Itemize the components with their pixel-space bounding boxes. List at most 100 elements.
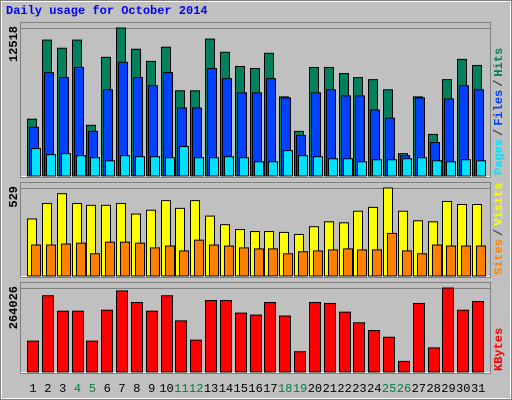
- bar: [476, 245, 486, 277]
- bar: [135, 242, 145, 277]
- x-tick-label: 26: [397, 382, 411, 396]
- bar: [224, 156, 234, 177]
- x-tick-label: 8: [133, 382, 140, 396]
- bar: [442, 287, 454, 373]
- bar: [194, 239, 204, 277]
- x-tick-label: 10: [159, 382, 173, 396]
- legend-entry: Pages: [492, 139, 506, 175]
- bar: [250, 314, 262, 373]
- legend-entry: Files: [492, 90, 506, 126]
- bar: [343, 248, 353, 277]
- legend-separator: /: [492, 229, 506, 236]
- bar: [387, 159, 397, 177]
- bar: [268, 248, 278, 277]
- bar: [150, 156, 160, 177]
- bar: [313, 250, 323, 277]
- bar: [417, 253, 427, 277]
- x-tick-label: 9: [148, 382, 155, 396]
- bar: [402, 158, 412, 177]
- bar: [313, 156, 323, 177]
- x-tick-label: 5: [89, 382, 96, 396]
- bar: [105, 241, 115, 277]
- bar: [324, 302, 336, 373]
- x-tick-label: 14: [219, 382, 233, 396]
- x-tick-label: 1: [29, 382, 36, 396]
- x-tick-label: 4: [74, 382, 81, 396]
- bar: [76, 242, 86, 277]
- x-tick-label: 20: [308, 382, 322, 396]
- x-tick-label: 17: [263, 382, 277, 396]
- bar: [61, 243, 71, 277]
- x-tick-label: 19: [293, 382, 307, 396]
- bar: [328, 158, 338, 177]
- x-tick-label: 13: [204, 382, 218, 396]
- bar: [368, 330, 380, 373]
- bar: [461, 159, 471, 177]
- x-tick-label: 15: [234, 382, 248, 396]
- x-tick-label: 3: [59, 382, 66, 396]
- bar: [476, 160, 486, 177]
- x-tick-label: 12: [189, 382, 203, 396]
- bar: [161, 295, 173, 373]
- bar: [190, 339, 202, 373]
- legend: KBytes: [492, 328, 506, 371]
- legend-separator: /: [492, 80, 506, 87]
- bar: [446, 245, 456, 277]
- bar: [264, 301, 276, 373]
- legend-entry: Visits: [492, 183, 506, 226]
- bar: [298, 155, 308, 177]
- x-tick-label: 16: [248, 382, 262, 396]
- x-tick-label: 31: [471, 382, 485, 396]
- x-tick-label: 21: [323, 382, 337, 396]
- legend-separator: /: [492, 129, 506, 136]
- x-tick-label: 28: [426, 382, 440, 396]
- bar: [205, 300, 217, 373]
- bar: [135, 156, 145, 177]
- x-tick-label: 6: [104, 382, 111, 396]
- bar: [417, 157, 427, 177]
- legend-entry: Hits: [492, 48, 506, 77]
- bar: [383, 336, 395, 373]
- bar: [27, 340, 39, 373]
- bar: [131, 301, 143, 373]
- x-tick-label: 18: [278, 382, 292, 396]
- bar: [309, 301, 321, 373]
- bar: [328, 249, 338, 277]
- bar: [432, 244, 442, 277]
- x-tick-label: 25: [382, 382, 396, 396]
- bar: [239, 157, 249, 177]
- x-tick-label: 27: [412, 382, 426, 396]
- bar: [254, 248, 264, 277]
- x-tick-label: 24: [367, 382, 381, 396]
- bar: [46, 244, 56, 277]
- y-tick-label: 12518: [7, 26, 21, 62]
- legend: Pages / Files / Hits: [492, 48, 506, 175]
- bar: [461, 245, 471, 277]
- x-tick-label: 7: [118, 382, 125, 396]
- bar: [57, 310, 69, 373]
- x-tick-label: 30: [456, 382, 470, 396]
- bar: [105, 160, 115, 177]
- bar: [90, 253, 100, 277]
- bar: [209, 244, 219, 277]
- bar: [339, 311, 351, 373]
- bar: [120, 241, 130, 277]
- bar: [165, 157, 175, 177]
- bar: [283, 150, 293, 177]
- bar: [120, 155, 130, 177]
- bar: [90, 157, 100, 177]
- bar: [86, 340, 98, 373]
- bar: [446, 161, 456, 177]
- bar: [220, 300, 232, 373]
- x-tick-label: 23: [352, 382, 366, 396]
- bar: [402, 250, 412, 277]
- x-tick-label: 29: [441, 382, 455, 396]
- bar: [398, 360, 410, 373]
- bar: [372, 249, 382, 277]
- bar: [179, 250, 189, 277]
- bar: [194, 157, 204, 177]
- bar: [31, 148, 41, 177]
- bar: [357, 249, 367, 277]
